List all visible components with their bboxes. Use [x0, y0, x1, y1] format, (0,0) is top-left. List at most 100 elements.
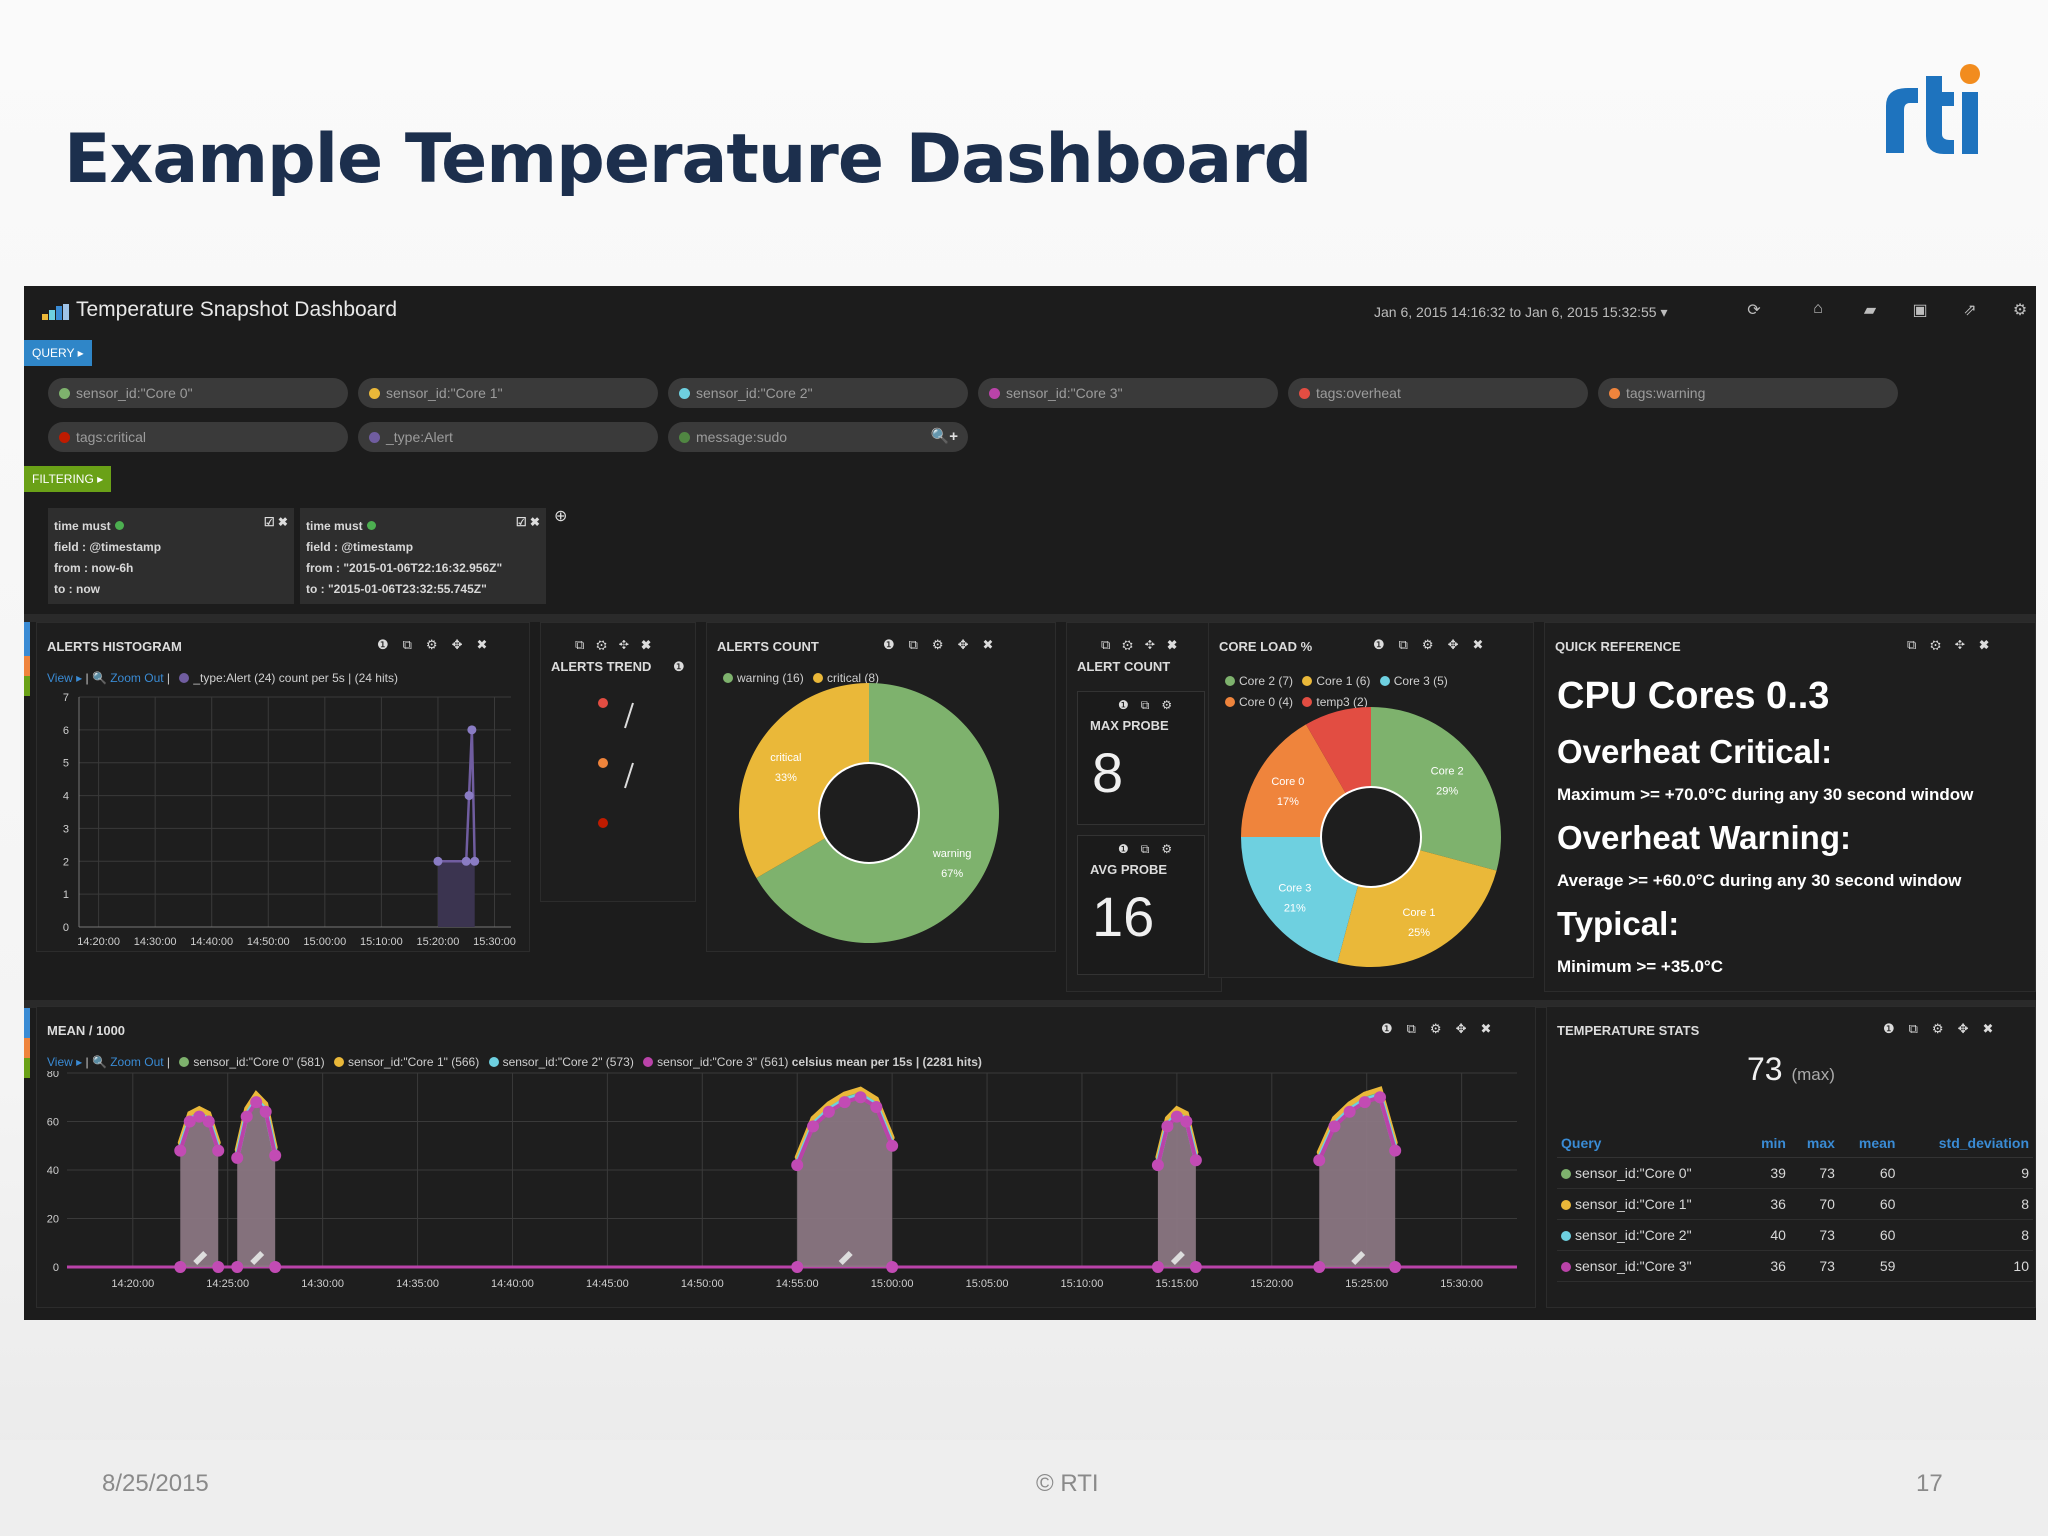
column-header[interactable]: max — [1789, 1129, 1839, 1158]
trend-line — [624, 762, 634, 789]
mean-panel: MEAN / 1000 ❶⧉⚙✥✖ View ▸ | 🔍 Zoom Out | … — [36, 1006, 1536, 1308]
burst-point — [838, 1096, 851, 1109]
dashboard-logo-icon — [42, 304, 69, 320]
query-text: sensor_id:"Core 1" — [1575, 1196, 1692, 1212]
filter-edit-remove-icons[interactable]: ☑ ✖ — [263, 515, 288, 529]
alerts-count-donut[interactable]: warning 67% critical 33% — [707, 683, 1057, 953]
column-header[interactable]: std_deviation — [1899, 1129, 2033, 1158]
slice-percent: 67% — [941, 868, 963, 880]
query-pill-core2[interactable]: sensor_id:"Core 2" — [668, 378, 968, 408]
refresh-icon[interactable]: ⟳ — [1747, 302, 1761, 319]
gear-icon[interactable]: ⚙ — [2012, 302, 2028, 319]
column-header[interactable]: min — [1745, 1129, 1790, 1158]
query-pill-core3[interactable]: sensor_id:"Core 3" — [978, 378, 1278, 408]
burst-point — [870, 1100, 883, 1113]
filtering-section-toggle[interactable]: FILTERING ▸ — [24, 466, 112, 492]
burst-point — [1151, 1159, 1164, 1172]
histogram-point — [467, 725, 477, 735]
x-tick-label: 14:45:00 — [586, 1278, 629, 1290]
panel-controls[interactable]: ⧉⚙✥✖ — [575, 637, 663, 652]
panel-title: ALERTS HISTOGRAM — [47, 639, 182, 654]
panel-controls[interactable]: ⧉⚙✥✖ — [1101, 637, 1189, 652]
zoom-out-link[interactable]: 🔍 Zoom Out — [91, 1055, 164, 1069]
panel-controls[interactable]: ⧉⚙✥✖ — [1907, 637, 2003, 652]
stat-controls[interactable]: ❶⧉⚙ — [1118, 842, 1185, 856]
query-pill-overheat[interactable]: tags:overheat — [1288, 378, 1588, 408]
legend-label: sensor_id:"Core 0" (581) — [193, 1055, 325, 1069]
folder-icon[interactable]: ▰ — [1863, 302, 1877, 319]
max-cell: 73 — [1789, 1157, 1839, 1189]
legend-dot — [1302, 697, 1313, 707]
query-section-toggle[interactable]: QUERY ▸ — [24, 340, 92, 366]
query-color-dot — [679, 388, 690, 399]
rti-logo — [1886, 64, 1980, 154]
histogram-point — [433, 856, 443, 866]
query-pill-warning[interactable]: tags:warning — [1598, 378, 1898, 408]
x-tick-label: 15:25:00 — [1345, 1278, 1388, 1290]
quick-ref-heading: CPU Cores 0..3 — [1557, 675, 1830, 717]
query-cell: sensor_id:"Core 3" — [1557, 1250, 1746, 1282]
query-pill-sudo[interactable]: message:sudo 🔍+ — [668, 422, 968, 452]
panel-controls[interactable]: ❶⧉⚙✥✖ — [1381, 1021, 1506, 1036]
std-cell: 9 — [1899, 1157, 2033, 1189]
query-cell: sensor_id:"Core 2" — [1557, 1219, 1746, 1251]
share-icon[interactable]: ⇗ — [1963, 302, 1977, 319]
zoom-out-link[interactable]: 🔍 Zoom Out — [91, 671, 164, 685]
burst-point — [886, 1261, 899, 1273]
view-menu[interactable]: View ▸ — [47, 1055, 83, 1069]
query-pill-core0[interactable]: sensor_id:"Core 0" — [48, 378, 348, 408]
footer-page-number: 17 — [1916, 1470, 1943, 1497]
slice-core-2 — [1371, 707, 1501, 871]
max-probe-box: ❶⧉⚙ MAX PROBE 8 — [1077, 691, 1205, 825]
stat-controls[interactable]: ❶⧉⚙ — [1118, 698, 1185, 712]
add-filter-icon[interactable]: ⊕ — [554, 508, 568, 525]
core-load-donut[interactable]: Core 2 29% Core 1 25% Core 3 21% Core 0 17% — [1209, 707, 1535, 977]
mean-area-chart[interactable]: 0 20 40 60 80 14:20:00 14:25:00 14:30:00 14:35:0… — [37, 1071, 1537, 1307]
query-pill-alert-type[interactable]: _type:Alert — [358, 422, 658, 452]
panel-title: CORE LOAD % — [1219, 639, 1313, 654]
filter-status-dot — [366, 521, 376, 530]
panel-controls[interactable]: ❶⧉⚙✥✖ — [1883, 1021, 2008, 1036]
burst-point — [240, 1110, 253, 1123]
burst-point — [174, 1261, 187, 1273]
core-load-legend: Core 2 (7) Core 1 (6) Core 3 (5) Core 0 … — [1219, 671, 1448, 713]
slice-percent: 29% — [1436, 786, 1458, 798]
filter-line: time must — [54, 519, 111, 533]
table-row: sensor_id:"Core 2" 40 73 60 8 — [1557, 1219, 2033, 1251]
slice-core-3 — [1241, 837, 1359, 963]
burst-point — [1189, 1261, 1202, 1273]
panel-title: TEMPERATURE STATS — [1557, 1023, 1700, 1038]
burst-point — [193, 1110, 206, 1123]
column-header[interactable]: mean — [1838, 1129, 1900, 1158]
legend-label: Core 0 (4) — [1239, 695, 1294, 709]
burst-point — [791, 1261, 804, 1273]
filter-edit-remove-icons[interactable]: ☑ ✖ — [515, 515, 540, 529]
table-row: sensor_id:"Core 1" 36 70 60 8 — [1557, 1188, 2033, 1220]
query-text: sensor_id:"Core 3" — [1006, 385, 1123, 401]
burst-point — [183, 1115, 196, 1128]
panel-controls[interactable]: ❶⧉⚙✥✖ — [377, 637, 502, 652]
y-tick-label: 0 — [63, 922, 69, 934]
query-pill-critical[interactable]: tags:critical — [48, 422, 348, 452]
panel-info-icon[interactable]: ❶ — [673, 659, 699, 674]
min-cell: 36 — [1745, 1250, 1790, 1282]
mean-legend: View ▸ | 🔍 Zoom Out | sensor_id:"Core 0"… — [47, 1055, 982, 1069]
slice-core-0 — [1241, 724, 1346, 837]
column-header[interactable]: Query — [1557, 1129, 1746, 1158]
burst-point — [259, 1105, 272, 1118]
y-tick-label: 3 — [63, 823, 69, 835]
query-pill-core1[interactable]: sensor_id:"Core 1" — [358, 378, 658, 408]
home-icon[interactable]: ⌂ — [1813, 300, 1823, 317]
panel-controls[interactable]: ❶⧉⚙✥✖ — [883, 637, 1008, 652]
alerts-histogram-chart[interactable]: 0 1 2 3 4 5 6 7 14:20:00 14:30:00 14:40:00 14:50:00… — [37, 685, 531, 951]
save-icon[interactable]: ▣ — [1912, 302, 1928, 319]
slice-percent: 17% — [1277, 796, 1299, 808]
add-query-icon[interactable]: 🔍+ — [930, 428, 958, 445]
view-menu[interactable]: View ▸ — [47, 671, 83, 685]
burst-point — [854, 1091, 867, 1104]
panel-controls[interactable]: ❶⧉⚙✥✖ — [1373, 637, 1498, 652]
slide-title: Example Temperature Dashboard — [64, 120, 1312, 199]
time-range-picker[interactable]: Jan 6, 2015 14:16:32 to Jan 6, 2015 15:3… — [1374, 304, 1668, 320]
slice-temp3 — [1306, 707, 1371, 794]
x-tick-label: 14:40:00 — [491, 1278, 534, 1290]
